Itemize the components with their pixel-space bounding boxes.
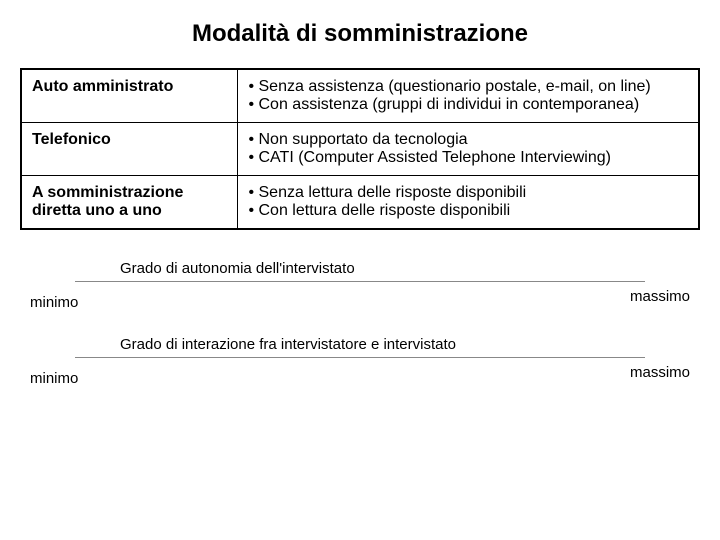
modes-table: Auto amministrato Senza assistenza (ques… <box>20 68 700 230</box>
scales-section: Grado di autonomia dell'intervistato min… <box>20 260 700 387</box>
scale-max: massimo <box>630 288 690 311</box>
list-item: CATI (Computer Assisted Telephone Interv… <box>248 149 688 167</box>
scale-block: Grado di autonomia dell'intervistato min… <box>20 260 700 311</box>
scale-caption: Grado di autonomia dell'intervistato <box>120 260 700 277</box>
list-item: Non supportato da tecnologia <box>248 131 688 149</box>
scale-min: minimo <box>30 370 78 387</box>
row-label: Auto amministrato <box>21 69 238 123</box>
list-item: Senza lettura delle risposte disponibili <box>248 184 688 202</box>
page-title: Modalità di somministrazione <box>20 20 700 48</box>
scale-ends: minimo massimo <box>20 370 700 387</box>
list-item: Senza assistenza (questionario postale, … <box>248 78 688 96</box>
scale-line <box>75 281 645 282</box>
row-label: Telefonico <box>21 123 238 176</box>
scale-block: Grado di interazione fra intervistatore … <box>20 336 700 387</box>
row-content: Non supportato da tecnologia CATI (Compu… <box>238 123 699 176</box>
row-content: Senza lettura delle risposte disponibili… <box>238 176 699 230</box>
table-row: Auto amministrato Senza assistenza (ques… <box>21 69 699 123</box>
table-row: A somministrazione diretta uno a uno Sen… <box>21 176 699 230</box>
scale-caption: Grado di interazione fra intervistatore … <box>120 336 700 353</box>
list-item: Con assistenza (gruppi di individui in c… <box>248 96 688 114</box>
list-item: Con lettura delle risposte disponibili <box>248 202 688 220</box>
scale-ends: minimo massimo <box>20 294 700 311</box>
scale-line <box>75 357 645 358</box>
scale-min: minimo <box>30 294 78 311</box>
row-label: A somministrazione diretta uno a uno <box>21 176 238 230</box>
scale-max: massimo <box>630 364 690 387</box>
table-row: Telefonico Non supportato da tecnologia … <box>21 123 699 176</box>
row-content: Senza assistenza (questionario postale, … <box>238 69 699 123</box>
